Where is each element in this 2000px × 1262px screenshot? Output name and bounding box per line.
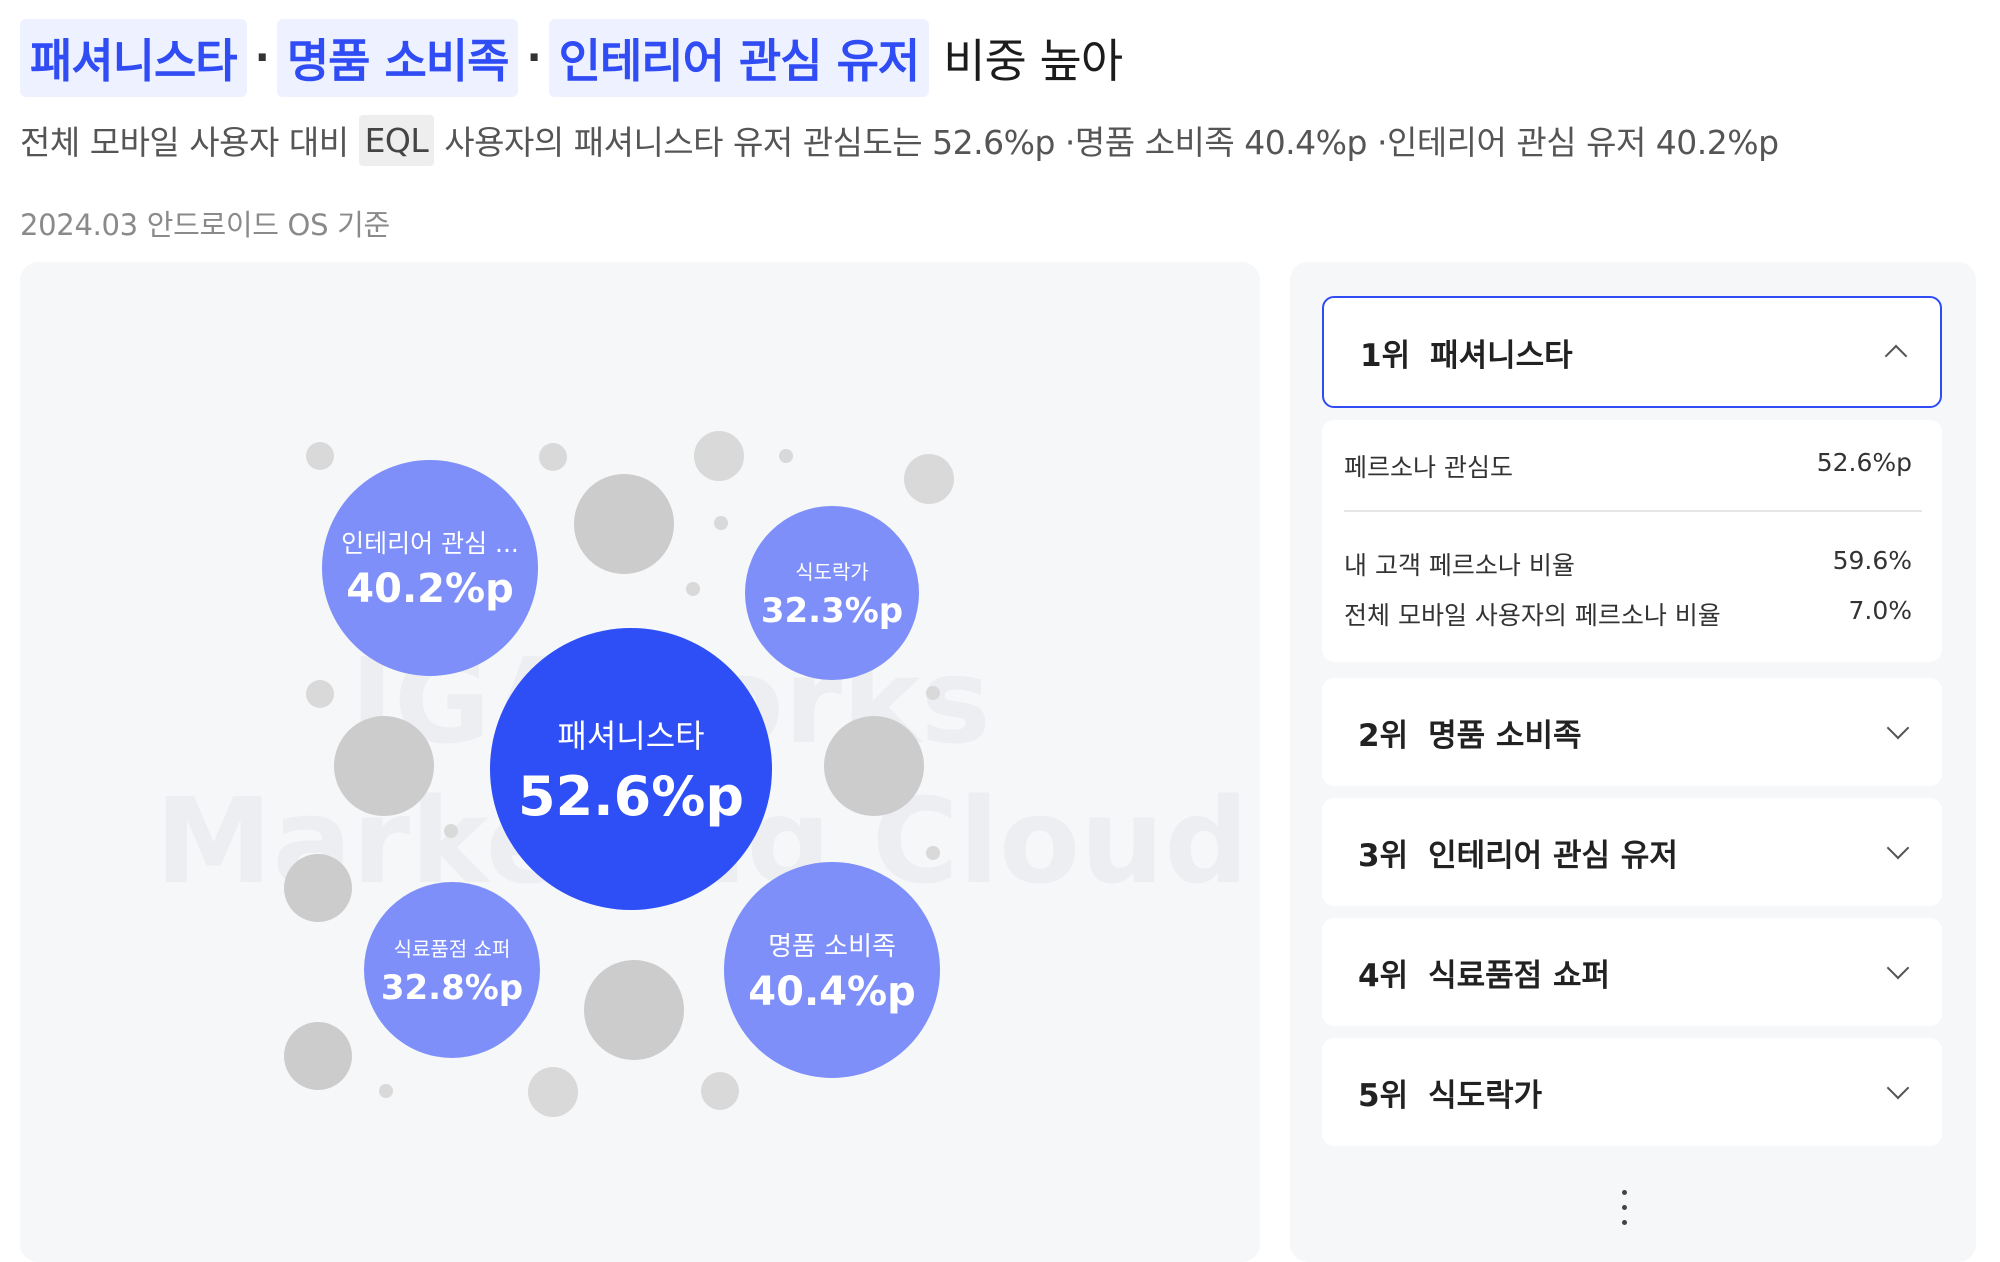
detail-value: 59.6% [1832,546,1912,575]
decor-bubble [701,1072,739,1110]
rank-number: 4위 [1358,957,1409,994]
detail-divider [1344,510,1922,512]
decor-bubble [904,454,954,504]
more-vertical-icon[interactable] [1622,1190,1627,1225]
bubble-label: 명품 소비족 [768,931,896,962]
decor-bubble [306,442,334,470]
detail-label: 전체 모바일 사용자의 페르소나 비율 [1344,601,1721,630]
headline-chip-luxury: 명품 소비족 [276,19,519,97]
bubble-value: 32.3%p [760,590,904,631]
decor-bubble [379,1084,393,1098]
decor-bubble [306,680,334,708]
rank-name: 명품 소비족 [1428,717,1582,754]
rank-name: 인테리어 관심 유저 [1428,837,1678,874]
headline-suffix: 비중 높아 [943,34,1123,88]
decor-bubble [528,1067,578,1117]
rank-item-5-header[interactable]: 5위 식도락가 [1322,1038,1942,1146]
decor-bubble [686,582,700,596]
subtitle-before: 전체 모바일 사용자 대비 [20,123,349,162]
rank-number: 5위 [1358,1077,1409,1114]
rank-item-1-detail: 페르소나 관심도 52.6%p 내 고객 페르소나 비율 59.6% 전체 모바… [1322,420,1942,662]
bubble-grocery-shopper[interactable]: 식료품점 쇼퍼 32.8%p [364,882,540,1058]
decor-bubble [926,686,940,700]
rank-item-4-header[interactable]: 4위 식료품점 쇼퍼 [1322,918,1942,1026]
rank-item-1-header[interactable]: 1위 패셔니스타 [1322,296,1942,408]
decor-bubble [779,449,793,463]
chevron-up-icon[interactable] [1884,344,1908,368]
rank-number: 1위 [1360,337,1411,374]
rank-name: 식도락가 [1428,1077,1543,1114]
decor-bubble [714,516,728,530]
detail-label: 페르소나 관심도 [1344,453,1513,482]
bubble-food-lover[interactable]: 식도락가 32.3%p [745,506,919,680]
detail-value: 7.0% [1848,596,1912,625]
rank-name: 패셔니스타 [1430,337,1573,374]
bubble-label: 식도락가 [795,559,869,584]
rank-name: 식료품점 쇼퍼 [1428,957,1611,994]
page-subtitle: 전체 모바일 사용자 대비 EQL 사용자의 패셔니스타 유저 관심도는 52.… [20,112,1779,168]
bubble-value: 52.6%p [518,764,744,828]
chevron-down-icon[interactable] [1886,1076,1910,1100]
decor-bubble [539,443,567,471]
chevron-down-icon[interactable] [1886,836,1910,860]
headline-separator: · [526,35,541,81]
decor-bubble [574,474,674,574]
bubble-value: 32.8%p [380,967,524,1008]
chevron-down-icon[interactable] [1886,956,1910,980]
eql-chip: EQL [358,114,435,166]
bubble-chart-panel: IGAWorks Marketing Cloud 인테리어 관심 ... 40.… [20,262,1260,1262]
headline-chip-interior: 인테리어 관심 유저 [548,19,930,97]
ranking-panel: 1위 패셔니스타 페르소나 관심도 52.6%p 내 고객 페르소나 비율 59… [1290,262,1976,1262]
decor-bubble [926,846,940,860]
subtitle-after: 사용자의 패셔니스타 유저 관심도는 52.6%p ·명품 소비족 40.4%p… [444,123,1779,162]
bubble-label: 인테리어 관심 ... [341,529,519,558]
bubble-label: 식료품점 쇼퍼 [393,936,511,961]
bubble-interior[interactable]: 인테리어 관심 ... 40.2%p [322,460,538,676]
decor-bubble [334,716,434,816]
rank-item-3-header[interactable]: 3위 인테리어 관심 유저 [1322,798,1942,906]
date-note: 2024.03 안드로이드 OS 기준 [20,208,390,242]
headline-chip-fashionista: 패셔니스타 [20,19,247,97]
chevron-down-icon[interactable] [1886,716,1910,740]
decor-bubble [694,431,744,481]
bubble-value: 40.4%p [748,968,916,1015]
rank-item-2-header[interactable]: 2위 명품 소비족 [1322,678,1942,786]
page-title: 패셔니스타 · 명품 소비족 · 인테리어 관심 유저 비중 높아 [20,19,1123,97]
decor-bubble [284,854,352,922]
bubble-luxury[interactable]: 명품 소비족 40.4%p [724,862,940,1078]
rank-number: 3위 [1358,837,1409,874]
headline-separator: · [254,35,270,81]
decor-bubble [284,1022,352,1090]
decor-bubble [584,960,684,1060]
detail-row-interest: 페르소나 관심도 52.6%p [1344,448,1912,484]
detail-row-my-ratio: 내 고객 페르소나 비율 59.6% [1344,546,1912,582]
detail-label: 내 고객 페르소나 비율 [1344,551,1575,580]
detail-row-all-ratio: 전체 모바일 사용자의 페르소나 비율 7.0% [1344,596,1912,632]
bubble-fashionista[interactable]: 패셔니스타 52.6%p [490,628,772,910]
decor-bubble [444,824,458,838]
decor-bubble [824,716,924,816]
bubble-label: 패셔니스타 [557,716,705,755]
detail-value: 52.6%p [1816,448,1912,477]
bubble-value: 40.2%p [346,566,514,612]
rank-number: 2위 [1358,717,1409,754]
